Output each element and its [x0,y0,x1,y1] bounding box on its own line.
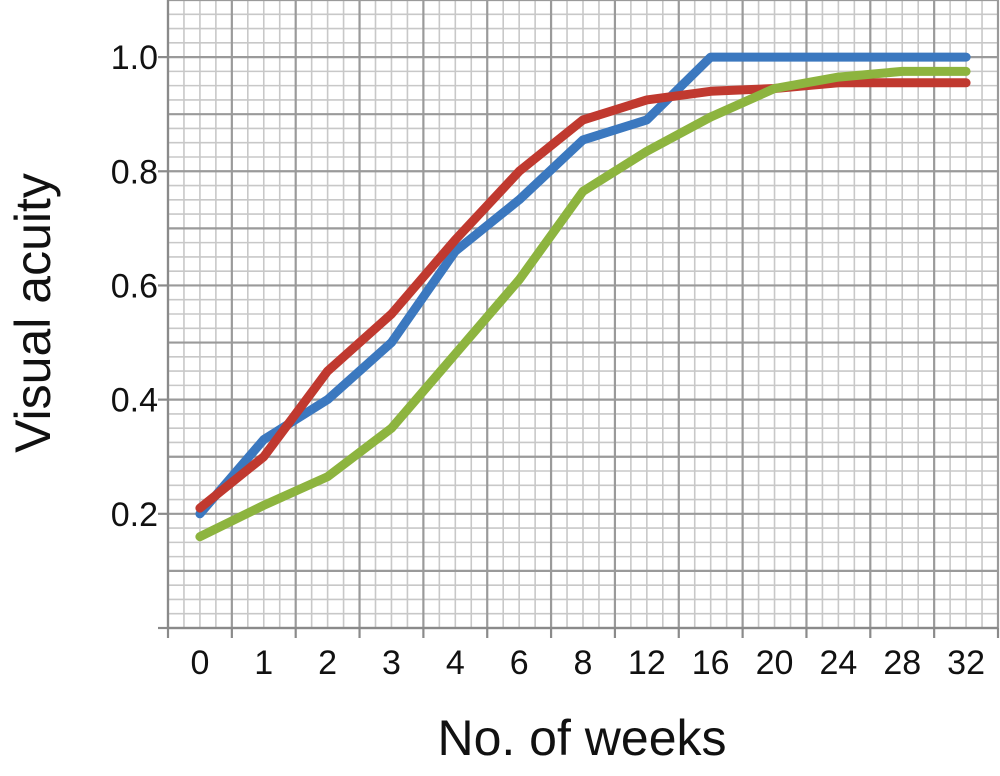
x-tick-label: 0 [190,644,209,682]
y-tick-label: 0.2 [111,496,158,534]
x-tick-label: 2 [318,644,337,682]
y-tick-label: 0.8 [111,153,158,191]
x-tick-label: 3 [382,644,401,682]
series-line-2 [195,78,971,513]
x-tick-label: 8 [574,644,593,682]
x-tick-label: 1 [254,644,273,682]
x-tick-label: 16 [692,644,730,682]
series-lines [195,52,971,542]
y-tick-label: 1.0 [111,39,158,77]
x-tick-label: 32 [947,644,985,682]
x-tick-label: 20 [756,644,794,682]
series-line-3 [195,66,971,542]
x-tick-label: 6 [510,644,529,682]
y-tick-label: 0.6 [111,267,158,305]
x-tick-label: 24 [819,644,857,682]
y-axis-title: Visual acuity [5,173,61,453]
x-tick-label: 4 [446,644,465,682]
y-tick-label: 0.4 [111,382,158,420]
x-tick-labels: 0 1 2 3 4 6 8 12 16 20 24 28 32 [190,644,985,682]
x-tick-label: 28 [883,644,921,682]
x-tick-label: 12 [628,644,666,682]
axes [158,0,1000,638]
minor-gridlines [168,0,998,628]
x-axis-title: No. of weeks [437,710,726,766]
y-tick-labels: 0.2 0.4 0.6 0.8 1.0 [111,39,158,534]
series-line-1 [195,52,971,519]
